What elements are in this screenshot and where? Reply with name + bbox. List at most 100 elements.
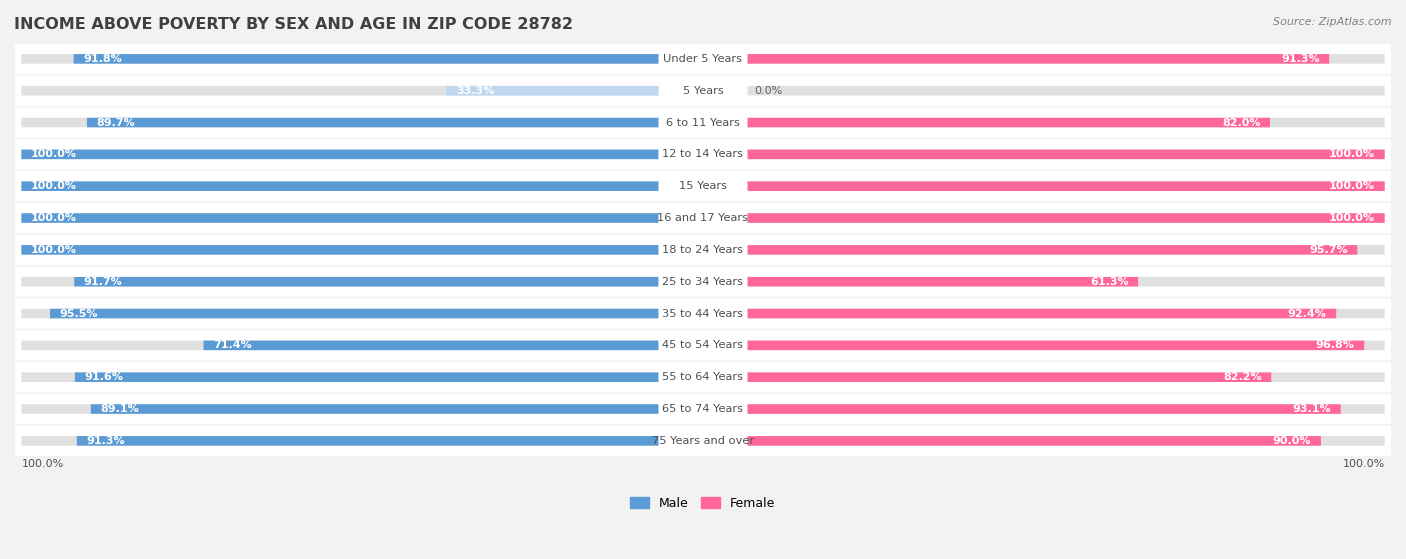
Text: 90.0%: 90.0%	[1272, 436, 1312, 446]
FancyBboxPatch shape	[21, 214, 658, 223]
FancyBboxPatch shape	[748, 277, 1385, 286]
FancyBboxPatch shape	[748, 277, 1137, 286]
Text: 91.3%: 91.3%	[1281, 54, 1320, 64]
FancyBboxPatch shape	[748, 118, 1270, 127]
FancyBboxPatch shape	[748, 404, 1341, 414]
FancyBboxPatch shape	[15, 299, 1391, 329]
Text: 65 to 74 Years: 65 to 74 Years	[662, 404, 744, 414]
Text: 91.3%: 91.3%	[86, 436, 125, 446]
FancyBboxPatch shape	[748, 245, 1385, 255]
FancyBboxPatch shape	[21, 436, 658, 446]
FancyBboxPatch shape	[51, 309, 658, 318]
Text: 55 to 64 Years: 55 to 64 Years	[662, 372, 744, 382]
Text: INCOME ABOVE POVERTY BY SEX AND AGE IN ZIP CODE 28782: INCOME ABOVE POVERTY BY SEX AND AGE IN Z…	[14, 17, 574, 32]
FancyBboxPatch shape	[15, 171, 1391, 201]
Legend: Male, Female: Male, Female	[626, 492, 780, 515]
Text: 82.2%: 82.2%	[1223, 372, 1261, 382]
Text: 100.0%: 100.0%	[1329, 181, 1375, 191]
Text: 100.0%: 100.0%	[31, 213, 77, 223]
FancyBboxPatch shape	[75, 372, 658, 382]
Text: 75 Years and over: 75 Years and over	[652, 436, 754, 446]
Text: Under 5 Years: Under 5 Years	[664, 54, 742, 64]
FancyBboxPatch shape	[21, 54, 658, 64]
FancyBboxPatch shape	[21, 340, 658, 350]
FancyBboxPatch shape	[21, 245, 658, 255]
FancyBboxPatch shape	[748, 118, 1385, 127]
FancyBboxPatch shape	[15, 362, 1391, 392]
Text: 91.7%: 91.7%	[84, 277, 122, 287]
FancyBboxPatch shape	[446, 86, 658, 96]
FancyBboxPatch shape	[748, 340, 1385, 350]
FancyBboxPatch shape	[204, 340, 658, 350]
Text: 82.0%: 82.0%	[1222, 117, 1260, 127]
FancyBboxPatch shape	[73, 54, 658, 64]
FancyBboxPatch shape	[748, 372, 1271, 382]
FancyBboxPatch shape	[21, 309, 658, 318]
FancyBboxPatch shape	[748, 86, 1385, 96]
FancyBboxPatch shape	[15, 139, 1391, 169]
FancyBboxPatch shape	[748, 54, 1329, 64]
Text: 89.1%: 89.1%	[100, 404, 139, 414]
FancyBboxPatch shape	[748, 182, 1385, 191]
Text: 71.4%: 71.4%	[214, 340, 252, 350]
FancyBboxPatch shape	[748, 372, 1385, 382]
Text: 12 to 14 Years: 12 to 14 Years	[662, 149, 744, 159]
FancyBboxPatch shape	[748, 436, 1320, 446]
FancyBboxPatch shape	[77, 436, 658, 446]
Text: 100.0%: 100.0%	[1329, 149, 1375, 159]
FancyBboxPatch shape	[15, 44, 1391, 74]
FancyBboxPatch shape	[748, 404, 1385, 414]
Text: 92.4%: 92.4%	[1288, 309, 1327, 319]
Text: 100.0%: 100.0%	[1329, 213, 1375, 223]
FancyBboxPatch shape	[21, 277, 658, 286]
FancyBboxPatch shape	[748, 182, 1385, 191]
Text: 95.5%: 95.5%	[59, 309, 98, 319]
FancyBboxPatch shape	[748, 214, 1385, 223]
Text: 33.3%: 33.3%	[456, 86, 494, 96]
FancyBboxPatch shape	[748, 245, 1357, 255]
Text: 18 to 24 Years: 18 to 24 Years	[662, 245, 744, 255]
FancyBboxPatch shape	[15, 267, 1391, 297]
Text: 91.8%: 91.8%	[83, 54, 122, 64]
Text: 0.0%: 0.0%	[754, 86, 782, 96]
FancyBboxPatch shape	[21, 150, 658, 159]
FancyBboxPatch shape	[15, 75, 1391, 106]
Text: 35 to 44 Years: 35 to 44 Years	[662, 309, 744, 319]
FancyBboxPatch shape	[748, 436, 1385, 446]
Text: 100.0%: 100.0%	[1343, 459, 1385, 469]
FancyBboxPatch shape	[21, 245, 658, 255]
FancyBboxPatch shape	[75, 277, 658, 286]
Text: 100.0%: 100.0%	[21, 459, 63, 469]
FancyBboxPatch shape	[748, 214, 1385, 223]
Text: 45 to 54 Years: 45 to 54 Years	[662, 340, 744, 350]
FancyBboxPatch shape	[21, 118, 658, 127]
Text: 15 Years: 15 Years	[679, 181, 727, 191]
Text: 91.6%: 91.6%	[84, 372, 124, 382]
FancyBboxPatch shape	[15, 203, 1391, 233]
Text: 61.3%: 61.3%	[1090, 277, 1129, 287]
Text: 93.1%: 93.1%	[1292, 404, 1331, 414]
FancyBboxPatch shape	[15, 394, 1391, 424]
FancyBboxPatch shape	[15, 426, 1391, 456]
FancyBboxPatch shape	[748, 150, 1385, 159]
FancyBboxPatch shape	[748, 309, 1336, 318]
Text: 100.0%: 100.0%	[31, 245, 77, 255]
Text: 100.0%: 100.0%	[31, 149, 77, 159]
FancyBboxPatch shape	[15, 235, 1391, 265]
Text: 16 and 17 Years: 16 and 17 Years	[658, 213, 748, 223]
FancyBboxPatch shape	[748, 54, 1385, 64]
FancyBboxPatch shape	[21, 372, 658, 382]
Text: 89.7%: 89.7%	[97, 117, 135, 127]
Text: 100.0%: 100.0%	[31, 181, 77, 191]
Text: 6 to 11 Years: 6 to 11 Years	[666, 117, 740, 127]
Text: 25 to 34 Years: 25 to 34 Years	[662, 277, 744, 287]
FancyBboxPatch shape	[748, 150, 1385, 159]
FancyBboxPatch shape	[21, 214, 658, 223]
FancyBboxPatch shape	[21, 404, 658, 414]
FancyBboxPatch shape	[748, 340, 1364, 350]
Text: Source: ZipAtlas.com: Source: ZipAtlas.com	[1274, 17, 1392, 27]
FancyBboxPatch shape	[21, 182, 658, 191]
FancyBboxPatch shape	[15, 330, 1391, 361]
FancyBboxPatch shape	[748, 309, 1385, 318]
FancyBboxPatch shape	[87, 118, 658, 127]
